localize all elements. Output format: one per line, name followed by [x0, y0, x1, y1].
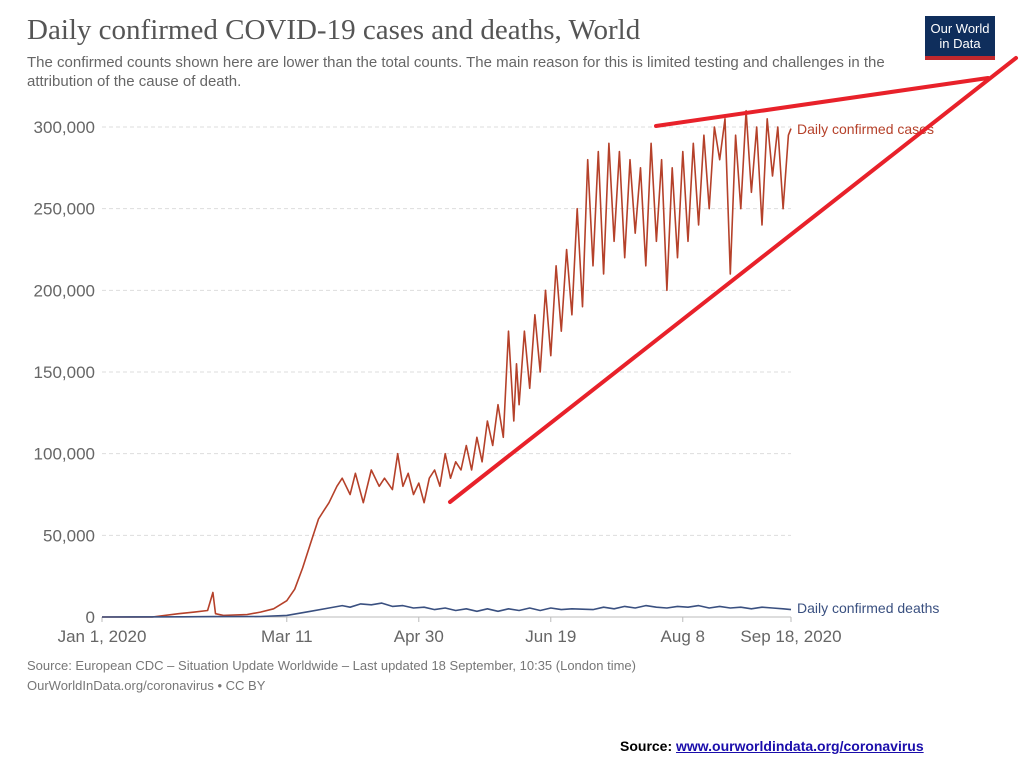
logo-line-1: Our World: [930, 21, 990, 36]
x-tick-label: Apr 30: [394, 627, 444, 646]
y-tick-label: 200,000: [34, 281, 95, 300]
deaths-line: [101, 602, 792, 618]
x-tick-label: Mar 11: [261, 627, 313, 646]
x-tick-label: Jan 1, 2020: [58, 627, 147, 646]
series-lines: [101, 109, 792, 618]
upper-trend-line: [654, 76, 990, 128]
logo-line-2: in Data: [939, 36, 981, 51]
series-labels: Daily confirmed cases Daily confirmed dea…: [797, 121, 939, 616]
deaths-series-label: Daily confirmed deaths: [797, 600, 939, 616]
chart-title: Daily confirmed COVID-19 cases and death…: [27, 14, 641, 46]
source-note: Source: www.ourworldindata.org/coronavir…: [620, 738, 924, 754]
y-axis-ticks: 0 50,000 100,000 150,000 200,000 250,000 300,0…: [34, 118, 95, 627]
lower-trend-line: [448, 56, 1018, 504]
y-tick-label: 300,000: [34, 118, 95, 137]
y-tick-label: 150,000: [34, 363, 95, 382]
source-link[interactable]: www.ourworldindata.org/coronavirus: [676, 738, 924, 754]
x-tick-label: Jun 19: [525, 627, 576, 646]
cases-line: [102, 109, 792, 618]
y-tick-label: 0: [86, 608, 95, 627]
y-tick-label: 50,000: [43, 526, 95, 545]
chart-subtitle: The confirmed counts shown here are lowe…: [27, 54, 885, 90]
cases-series-label: Daily confirmed cases: [797, 121, 934, 137]
footer-source: Source: European CDC – Situation Update …: [27, 658, 636, 673]
x-axis-ticks: Jan 1, 2020 Mar 11 Apr 30 Jun 19 Aug 8 Sep 18…: [58, 617, 842, 646]
source-label: Source:: [620, 738, 673, 754]
owid-logo[interactable]: Our World in Data: [925, 16, 995, 60]
footer-license: OurWorldInData.org/coronavirus • CC BY: [27, 678, 266, 693]
x-tick-label: Sep 18, 2020: [740, 627, 841, 646]
x-tick-label: Aug 8: [661, 627, 705, 646]
y-tick-label: 100,000: [34, 445, 95, 464]
gridlines: [102, 126, 791, 618]
trend-annotations: [448, 56, 1018, 504]
y-tick-label: 250,000: [34, 200, 95, 219]
